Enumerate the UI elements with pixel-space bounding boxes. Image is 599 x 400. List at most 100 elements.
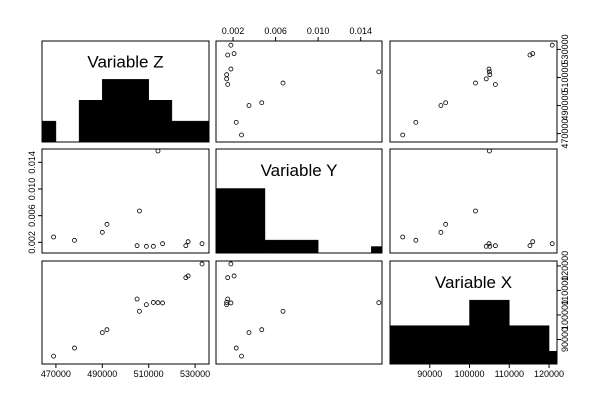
- point-variable-y-vs-variable-z-4: [137, 208, 142, 214]
- point-variable-z-vs-variable-y-4: [280, 80, 286, 86]
- tick-label-top-variable-y-3: 0.014: [349, 26, 372, 36]
- point-variable-z-vs-variable-x-1: [413, 119, 419, 125]
- tick-label-bottom-variable-x-0: 90000: [417, 369, 442, 379]
- point-variable-z-vs-variable-y-11: [228, 42, 234, 48]
- point-variable-x-vs-variable-z-7: [150, 300, 156, 305]
- point-variable-x-vs-variable-z-3: [104, 327, 110, 333]
- point-variable-z-vs-variable-y-2: [246, 103, 252, 108]
- tick-label-bottom-variable-x-3: 120000: [534, 369, 564, 379]
- point-variable-x-vs-variable-z-0: [51, 353, 56, 359]
- point-variable-x-vs-variable-z-5: [143, 302, 149, 308]
- tick-label-bottom-variable-x-2: 110000: [495, 369, 524, 379]
- panel-0-2: [389, 40, 558, 143]
- point-variable-z-vs-variable-x-6: [486, 66, 492, 72]
- tick-label-right-variable-z-0: 470000: [560, 119, 570, 149]
- histogram-bar-variable-x-3: [509, 325, 550, 365]
- point-variable-x-vs-variable-z-10: [185, 273, 191, 279]
- point-variable-y-vs-variable-z-8: [183, 243, 189, 249]
- point-variable-y-vs-variable-x-6: [486, 241, 492, 247]
- point-variable-z-vs-variable-y-1: [233, 119, 239, 125]
- panel-2-1: [215, 260, 383, 365]
- tick-label-right-variable-z-1: 490000: [560, 91, 570, 121]
- point-variable-y-vs-variable-x-11: [549, 241, 555, 247]
- point-variable-x-vs-variable-z-11: [199, 261, 205, 267]
- point-variable-y-vs-variable-x-12: [487, 148, 492, 154]
- point-variable-z-vs-variable-x-0: [400, 132, 406, 138]
- point-variable-x-vs-variable-y-1: [233, 345, 239, 351]
- panel-2-2: [389, 260, 558, 365]
- histogram-bar-variable-z-4: [125, 79, 149, 143]
- point-variable-z-vs-variable-x-3: [443, 100, 449, 106]
- point-variable-y-vs-variable-z-6: [160, 241, 166, 247]
- variable-label-variable-z: Variable Z: [87, 52, 163, 71]
- tick-label-right-variable-z-2: 510000: [560, 62, 570, 92]
- histogram-bar-variable-y-0: [215, 188, 266, 254]
- tick-label-left-variable-y-1: 0.006: [27, 204, 37, 227]
- tick-label-bottom-variable-z-3: 530000: [180, 369, 210, 379]
- tick-label-left-variable-y-0: 0.002: [27, 231, 37, 254]
- point-variable-y-vs-variable-x-5: [483, 243, 489, 249]
- point-variable-x-vs-variable-y-2: [246, 330, 252, 336]
- point-variable-x-vs-variable-y-4: [280, 308, 286, 314]
- histogram-bar-variable-y-1: [264, 239, 319, 254]
- point-variable-z-vs-variable-x-12: [487, 69, 492, 75]
- point-variable-y-vs-variable-x-4: [473, 208, 478, 214]
- point-variable-z-vs-variable-x-10: [530, 51, 536, 57]
- point-variable-y-vs-variable-z-9: [134, 243, 140, 249]
- point-variable-z-vs-variable-x-8: [527, 52, 533, 58]
- point-variable-y-vs-variable-z-10: [185, 239, 191, 245]
- histogram-bar-variable-x-1: [429, 325, 470, 365]
- point-variable-z-vs-variable-x-2: [438, 103, 444, 108]
- point-variable-x-vs-variable-y-9: [225, 296, 231, 302]
- panel-2-0: [41, 260, 210, 365]
- histogram-bar-variable-y-3: [371, 246, 383, 254]
- point-variable-x-vs-variable-z-4: [137, 308, 142, 314]
- panel-0-1: [215, 40, 383, 143]
- tick-label-bottom-variable-z-1: 490000: [87, 369, 117, 379]
- point-variable-y-vs-variable-z-7: [150, 243, 156, 249]
- point-variable-y-vs-variable-z-11: [199, 241, 205, 247]
- point-variable-z-vs-variable-x-7: [487, 72, 493, 78]
- point-variable-z-vs-variable-x-9: [492, 82, 498, 87]
- panel-1-1: [215, 148, 383, 254]
- point-variable-z-vs-variable-x-4: [473, 80, 478, 86]
- point-variable-x-vs-variable-y-11: [228, 261, 234, 267]
- point-variable-y-vs-variable-z-2: [99, 229, 105, 235]
- tick-label-right-variable-x-3: 120000: [560, 251, 570, 281]
- point-variable-x-vs-variable-y-10: [231, 273, 237, 279]
- point-variable-y-vs-variable-z-3: [104, 221, 110, 227]
- point-variable-y-vs-variable-x-2: [438, 229, 444, 235]
- tick-label-right-variable-x-2: 110000: [560, 276, 570, 305]
- point-variable-x-vs-variable-y-5: [224, 302, 230, 308]
- point-variable-x-vs-variable-z-2: [99, 330, 105, 336]
- point-variable-z-vs-variable-y-9: [225, 82, 231, 87]
- histogram-bar-variable-z-5: [148, 100, 173, 143]
- point-variable-y-vs-variable-x-3: [443, 221, 449, 227]
- point-variable-x-vs-variable-y-8: [225, 275, 231, 281]
- tick-label-top-variable-y-2: 0.010: [307, 26, 330, 36]
- point-variable-z-vs-variable-y-3: [259, 100, 265, 106]
- point-variable-y-vs-variable-x-9: [492, 243, 498, 249]
- tick-label-right-variable-x-1: 100000: [560, 300, 570, 330]
- tick-label-bottom-variable-x-1: 100000: [455, 369, 485, 379]
- point-variable-x-vs-variable-y-0: [239, 353, 244, 359]
- point-variable-y-vs-variable-z-5: [143, 243, 149, 249]
- point-variable-y-vs-variable-z-0: [51, 234, 56, 240]
- point-variable-y-vs-variable-x-10: [530, 239, 536, 245]
- histogram-bar-variable-z-6: [171, 120, 196, 143]
- tick-label-left-variable-y-3: 0.014: [27, 151, 37, 174]
- tick-label-right-variable-x-0: 90000: [560, 327, 570, 352]
- point-variable-x-vs-variable-y-12: [376, 300, 382, 306]
- tick-label-right-variable-z-3: 530000: [560, 34, 570, 64]
- point-variable-x-vs-variable-z-6: [160, 300, 166, 306]
- point-variable-z-vs-variable-y-5: [224, 76, 230, 82]
- point-variable-z-vs-variable-y-10: [231, 51, 237, 57]
- histogram-bar-variable-z-7: [194, 120, 210, 143]
- point-variable-z-vs-variable-y-8: [225, 52, 231, 58]
- point-variable-z-vs-variable-y-7: [224, 72, 230, 78]
- tick-label-top-variable-y-1: 0.006: [264, 26, 287, 36]
- histogram-bar-variable-z-0: [41, 120, 57, 143]
- point-variable-x-vs-variable-y-3: [259, 327, 265, 333]
- point-variable-y-vs-variable-x-7: [487, 243, 493, 249]
- point-variable-z-vs-variable-y-0: [239, 132, 244, 138]
